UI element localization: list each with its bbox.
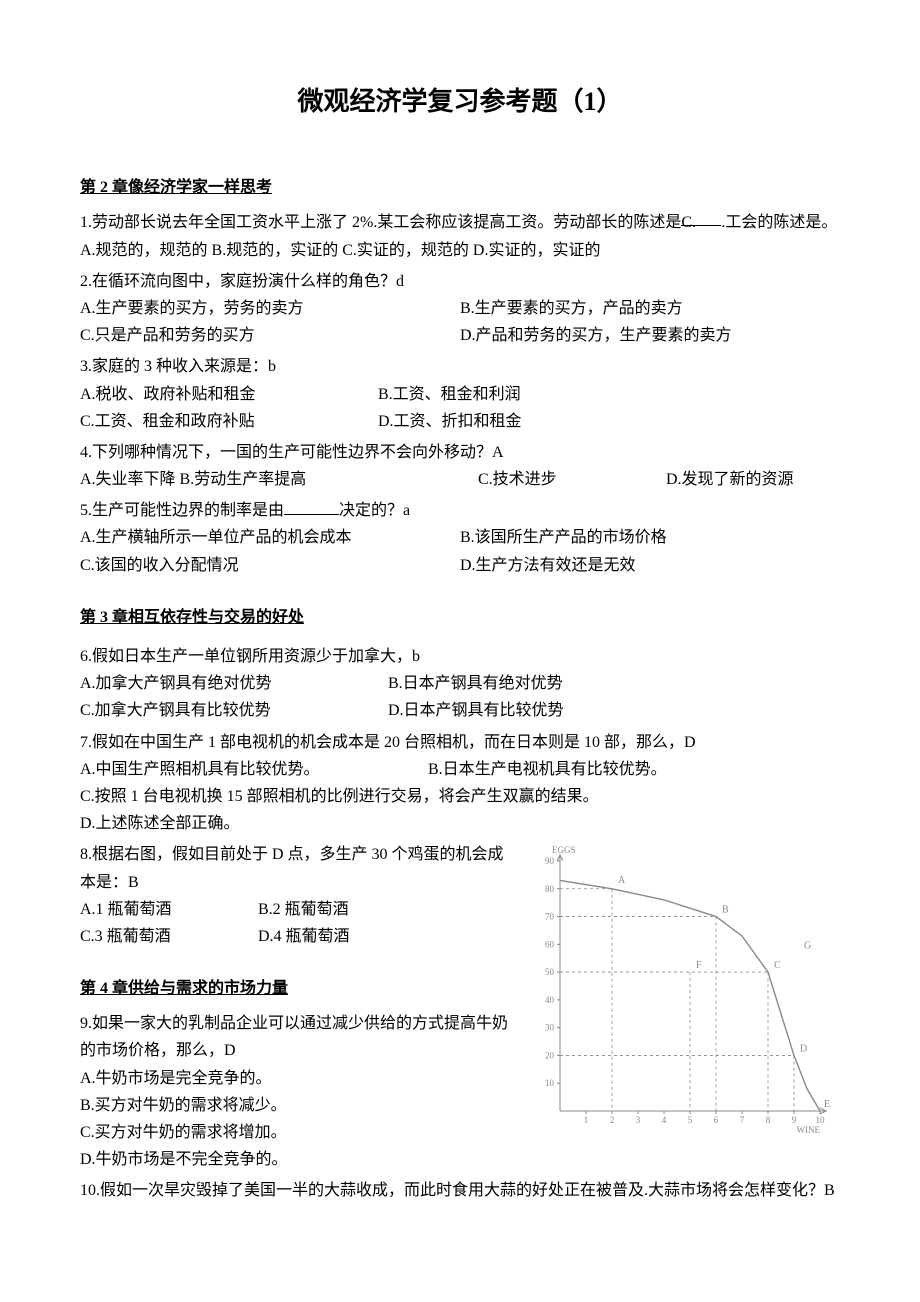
q3-d: D.工资、折扣和租金 — [378, 408, 522, 435]
q6-a: A.加拿大产钢具有绝对优势 — [80, 670, 360, 697]
q10-stem: 10.假如一次旱灾毁掉了美国一半的大蒜收成，而此时食用大蒜的好处正在被普及.大蒜… — [80, 1177, 840, 1204]
section-2-heading: 第 2 章像经济学家一样思考 — [80, 174, 840, 201]
q3-row1: A.税收、政府补贴和租金 B.工资、租金和利润 — [80, 381, 840, 408]
q4-stem: 4.下列哪种情况下，一国的生产可能性边界不会向外移动？A — [80, 439, 840, 466]
ppf-chart: 10 20 30 40 50 60 70 80 90 1 2 3 4 5 6 7 8 9 10 EGGS WINE A B G… — [520, 841, 840, 1150]
q1-options: A.规范的，规范的 B.规范的，实证的 C.实证的，规范的 D.实证的，实证的 — [80, 237, 840, 264]
q5-stem: 5.生产可能性边界的制率是由 决定的？a — [80, 497, 840, 524]
svg-text:2: 2 — [610, 1115, 615, 1125]
svg-text:70: 70 — [545, 912, 555, 922]
q8-row1: A.1 瓶葡萄酒 B.2 瓶葡萄酒 — [80, 896, 510, 923]
q4-c: C.技术进步 — [478, 466, 638, 493]
svg-text:B: B — [722, 905, 729, 916]
q4-ab: A.失业率下降 B.劳动生产率提高 — [80, 466, 450, 493]
section-3-heading: 第 3 章相互依存性与交易的好处 — [80, 604, 840, 631]
svg-text:80: 80 — [545, 884, 555, 894]
q6-c: C.加拿大产钢具有比较优势 — [80, 697, 360, 724]
svg-text:D: D — [800, 1044, 807, 1055]
q5-blank — [284, 498, 339, 515]
svg-text:4: 4 — [662, 1115, 667, 1125]
q1-blank: C. — [681, 209, 721, 226]
q8-row2: C.3 瓶葡萄酒 D.4 瓶葡萄酒 — [80, 923, 510, 950]
q8-a: A.1 瓶葡萄酒 — [80, 896, 230, 923]
svg-text:E: E — [824, 1099, 830, 1110]
svg-text:20: 20 — [545, 1051, 555, 1061]
q8-d: D.4 瓶葡萄酒 — [258, 923, 350, 950]
q3-row2: C.工资、租金和政府补贴 D.工资、折扣和租金 — [80, 408, 840, 435]
q6-stem: 6.假如日本生产一单位钢所用资源少于加拿大，b — [80, 643, 840, 670]
q8-b: B.2 瓶葡萄酒 — [258, 896, 349, 923]
q5-c: C.该国的收入分配情况 — [80, 552, 460, 579]
q6-d: D.日本产钢具有比较优势 — [388, 697, 564, 724]
q2-c: C.只是产品和劳务的买方 — [80, 322, 460, 349]
q2-d: D.产品和劳务的买方，生产要素的卖方 — [460, 322, 840, 349]
svg-text:WINE: WINE — [797, 1125, 821, 1135]
q3-c: C.工资、租金和政府补贴 — [80, 408, 350, 435]
q6-b: B.日本产钢具有绝对优势 — [388, 670, 563, 697]
svg-text:G: G — [804, 941, 811, 952]
svg-text:EGGS: EGGS — [552, 845, 576, 855]
q1-answer: C. — [681, 214, 696, 231]
q4-row: A.失业率下降 B.劳动生产率提高 C.技术进步 D.发现了新的资源 — [80, 466, 840, 493]
q4-d: D.发现了新的资源 — [666, 466, 794, 493]
q2-stem: 2.在循环流向图中，家庭扮演什么样的角色？d — [80, 268, 840, 295]
q3-stem: 3.家庭的 3 种收入来源是：b — [80, 353, 840, 380]
q2-row2: C.只是产品和劳务的买方 D.产品和劳务的买方，生产要素的卖方 — [80, 322, 840, 349]
q7-d: D.上述陈述全部正确。 — [80, 810, 840, 837]
svg-text:60: 60 — [545, 940, 555, 950]
q5-row2: C.该国的收入分配情况 D.生产方法有效还是无效 — [80, 552, 840, 579]
q6-row1: A.加拿大产钢具有绝对优势 B.日本产钢具有绝对优势 — [80, 670, 840, 697]
page-title: 微观经济学复习参考题（1） — [80, 80, 840, 124]
q2-row1: A.生产要素的买方，劳务的卖方 B.生产要素的买方，产品的卖方 — [80, 295, 840, 322]
q5-stem-a: 5.生产可能性边界的制率是由 — [80, 502, 284, 519]
q5-stem-b: 决定的？a — [339, 502, 410, 519]
q5-d: D.生产方法有效还是无效 — [460, 552, 840, 579]
svg-text:C: C — [774, 960, 781, 971]
q3-b: B.工资、租金和利润 — [378, 381, 521, 408]
svg-text:90: 90 — [545, 856, 555, 866]
q5-b: B.该国所生产产品的市场价格 — [460, 524, 840, 551]
ppf-chart-svg: 10 20 30 40 50 60 70 80 90 1 2 3 4 5 6 7 8 9 10 EGGS WINE A B G… — [520, 841, 840, 1141]
q1-stem-c: .工会的陈述是。 — [721, 214, 837, 231]
q2-b: B.生产要素的买方，产品的卖方 — [460, 295, 840, 322]
svg-text:1: 1 — [584, 1115, 589, 1125]
svg-text:7: 7 — [740, 1115, 745, 1125]
q1-stem-a: 1.劳动部长说去年全国工资水平上涨了 2%.某工会称应该提高工资。劳动部长的陈述… — [80, 214, 681, 231]
q7-stem: 7.假如在中国生产 1 部电视机的机会成本是 20 台照相机，而在日本则是 10… — [80, 729, 840, 756]
q1-stem: 1.劳动部长说去年全国工资水平上涨了 2%.某工会称应该提高工资。劳动部长的陈述… — [80, 209, 840, 236]
q2-a: A.生产要素的买方，劳务的卖方 — [80, 295, 460, 322]
svg-text:30: 30 — [545, 1023, 555, 1033]
svg-text:8: 8 — [766, 1115, 771, 1125]
q6-row2: C.加拿大产钢具有比较优势 D.日本产钢具有比较优势 — [80, 697, 840, 724]
svg-text:40: 40 — [545, 995, 555, 1005]
q8-c: C.3 瓶葡萄酒 — [80, 923, 230, 950]
svg-text:F: F — [696, 960, 702, 971]
svg-text:5: 5 — [688, 1115, 693, 1125]
q3-a: A.税收、政府补贴和租金 — [80, 381, 350, 408]
q5-row1: A.生产横轴所示一单位产品的机会成本 B.该国所生产产品的市场价格 — [80, 524, 840, 551]
svg-text:6: 6 — [714, 1115, 719, 1125]
q7-a: A.中国生产照相机具有比较优势。 — [80, 756, 400, 783]
q7-b: B.日本生产电视机具有比较优势。 — [428, 756, 667, 783]
q5-a: A.生产横轴所示一单位产品的机会成本 — [80, 524, 460, 551]
svg-text:50: 50 — [545, 967, 555, 977]
svg-text:3: 3 — [636, 1115, 641, 1125]
q7-row1: A.中国生产照相机具有比较优势。 B.日本生产电视机具有比较优势。 — [80, 756, 840, 783]
svg-text:9: 9 — [792, 1115, 797, 1125]
svg-text:10: 10 — [816, 1115, 826, 1125]
q7-c: C.按照 1 台电视机换 15 部照相机的比例进行交易，将会产生双赢的结果。 — [80, 783, 840, 810]
svg-text:10: 10 — [545, 1079, 555, 1089]
svg-text:A: A — [618, 875, 626, 886]
